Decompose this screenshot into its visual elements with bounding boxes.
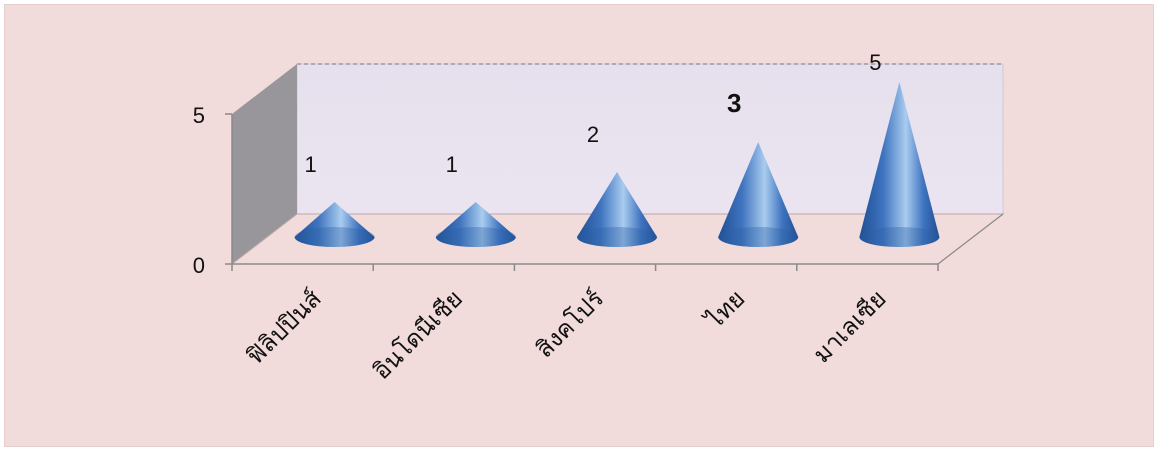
category-label: ไทย xyxy=(700,284,751,335)
cone-base-shade xyxy=(295,227,375,247)
category-label: ฟิลิปปินส์ xyxy=(241,284,327,370)
category-label: อินโดนีเซีย xyxy=(367,284,468,385)
data-label: 1 xyxy=(304,152,316,177)
data-label: 1 xyxy=(446,152,458,177)
data-label: 3 xyxy=(727,88,741,118)
category-label: สิงคโปร์ xyxy=(530,284,609,363)
cone-base-shade xyxy=(577,227,657,247)
data-label: 2 xyxy=(587,122,599,147)
cone-base-shade xyxy=(718,227,798,247)
data-label: 5 xyxy=(869,50,881,75)
cone-base-shade xyxy=(436,227,516,247)
category-label: มาเลเซีย xyxy=(808,284,892,368)
cone-base-shade xyxy=(859,227,939,247)
y-tick-label: 5 xyxy=(193,103,205,128)
x-tick-marks xyxy=(232,264,938,271)
y-tick-label: 0 xyxy=(193,253,205,278)
category-labels: ฟิลิปปินส์ อินโดนีเซีย สิงคโปร์ ไทย มาเลเซีย xyxy=(241,284,892,385)
